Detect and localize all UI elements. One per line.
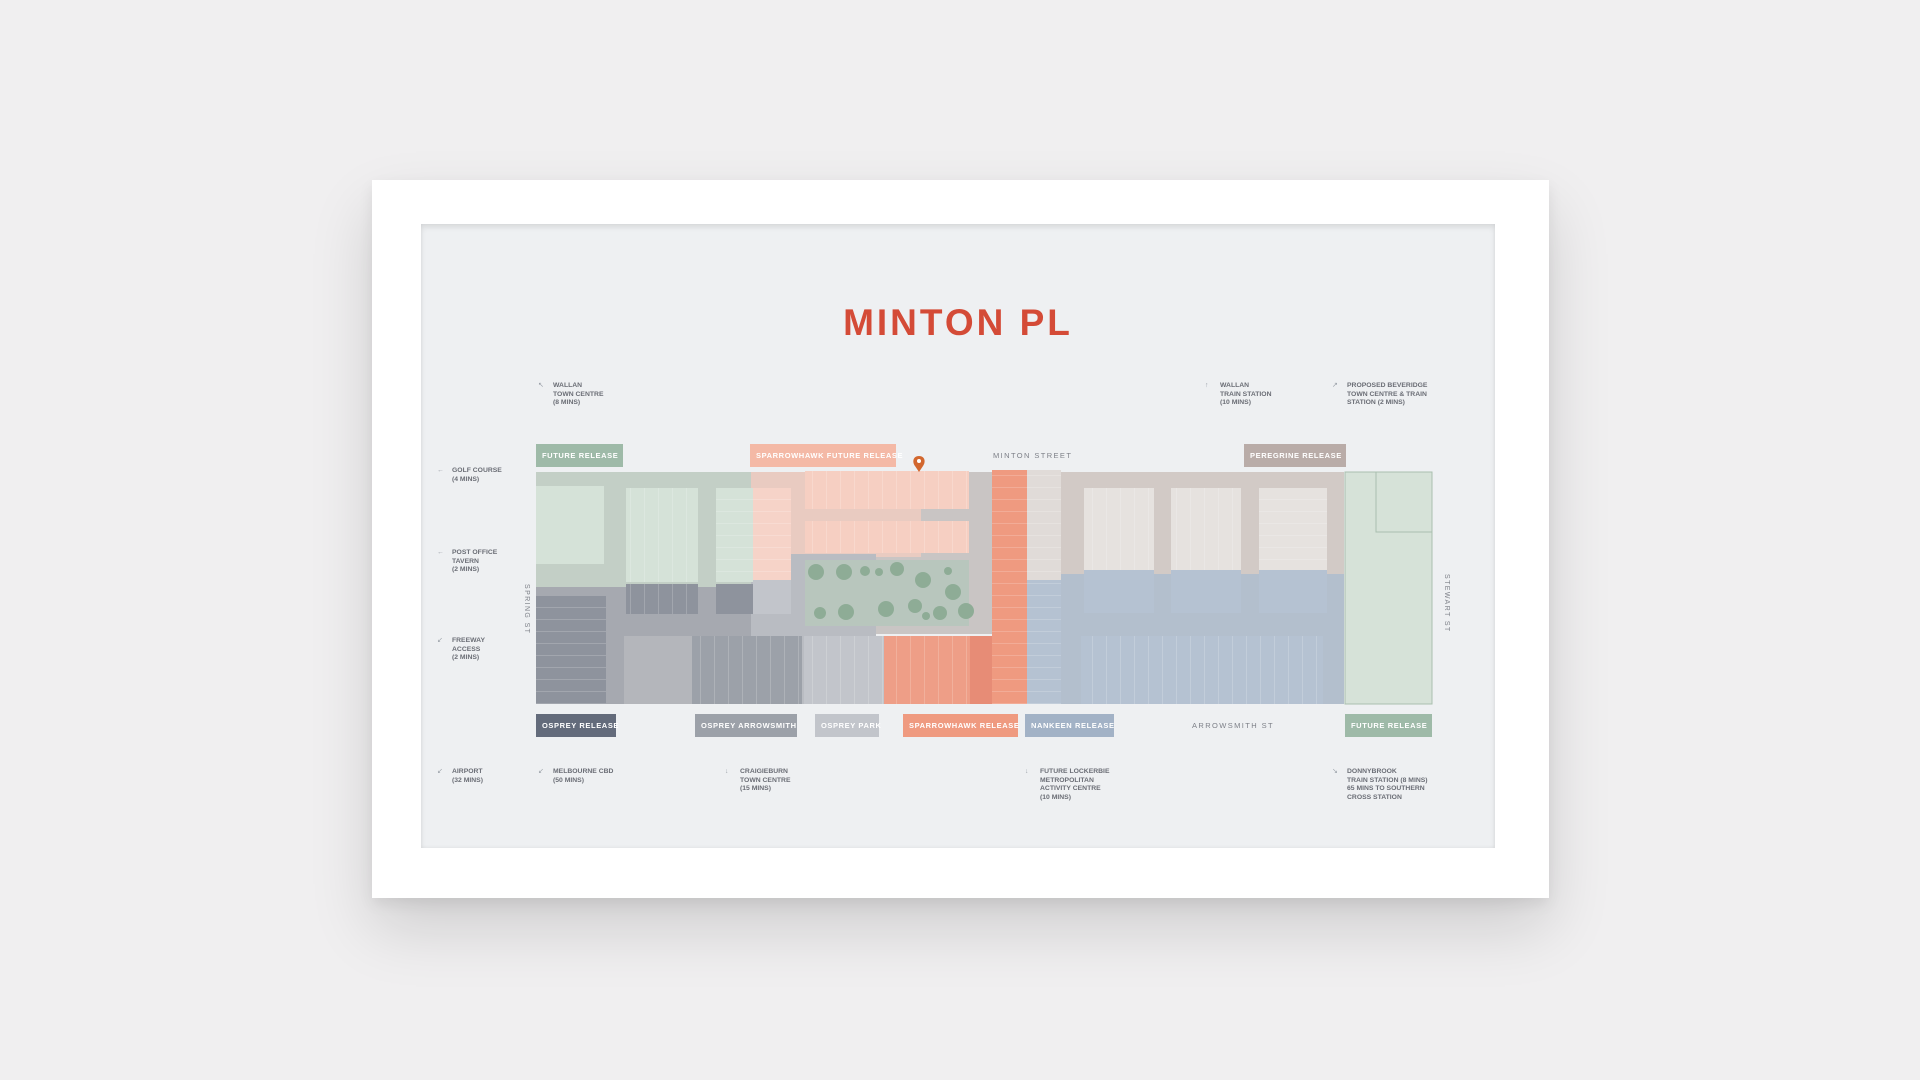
site-plan-mat: MINTON PL FUTURE RELEASE SPARROWHAWK FUT… xyxy=(421,224,1495,848)
arrow-icon: ↑ xyxy=(1205,382,1209,389)
destination-text: FUTURE LOCKERBIE METROPOLITAN ACTIVITY C… xyxy=(1040,768,1110,801)
destination-craigieburn: ↓ CRAIGIEBURN TOWN CENTRE (15 MINS) xyxy=(725,768,790,794)
destination-text: FREEWAY ACCESS (2 MINS) xyxy=(452,637,485,662)
destination-post-office: ← POST OFFICE TAVERN (2 MINS) xyxy=(437,549,497,575)
arrow-icon: ↙ xyxy=(538,768,544,775)
destination-text: CRAIGIEBURN TOWN CENTRE (15 MINS) xyxy=(740,768,791,793)
picture-frame: MINTON PL FUTURE RELEASE SPARROWHAWK FUT… xyxy=(372,180,1549,898)
osprey-release-block xyxy=(716,584,753,614)
destination-melbourne-cbd: ↙ MELBOURNE CBD (50 MINS) xyxy=(538,768,613,785)
arrow-icon: ↘ xyxy=(1332,768,1338,775)
destination-text: WALLAN TRAIN STATION (10 MINS) xyxy=(1220,382,1272,407)
stewart-street-label: STEWART ST xyxy=(1443,574,1450,633)
park-trees xyxy=(808,562,974,620)
arrowsmith-street-label: ARROWSMITH ST xyxy=(1192,721,1274,730)
arrow-icon: ↙ xyxy=(437,768,443,775)
destination-lockerbie: ↓ FUTURE LOCKERBIE METROPOLITAN ACTIVITY… xyxy=(1025,768,1109,802)
destination-donnybrook: ↘ DONNYBROOK TRAIN STATION (8 MINS) 65 M… xyxy=(1332,768,1428,802)
nankeen-release-label[interactable]: NANKEEN RELEASE xyxy=(1025,714,1114,737)
destination-text: MELBOURNE CBD (50 MINS) xyxy=(553,768,614,784)
osprey-arrowsmith-label[interactable]: OSPREY ARROWSMITH xyxy=(695,714,797,737)
nankeen-release-block xyxy=(1084,570,1154,613)
destination-freeway: ↙ FREEWAY ACCESS (2 MINS) xyxy=(437,637,485,663)
destination-beveridge: ↗ PROPOSED BEVERIDGE TOWN CENTRE & TRAIN… xyxy=(1332,382,1427,408)
spring-street-label: SPRING ST xyxy=(523,584,530,635)
peregrine-release-label[interactable]: PEREGRINE RELEASE xyxy=(1244,444,1346,467)
nankeen-release-block xyxy=(1259,570,1327,613)
destination-wallan-train-station: ↑ WALLAN TRAIN STATION (10 MINS) xyxy=(1205,382,1271,408)
destination-airport: ↙ AIRPORT (32 MINS) xyxy=(437,768,483,785)
nankeen-release-block xyxy=(1171,570,1241,613)
future-release-east-block xyxy=(1375,471,1433,533)
sparrowhawk-release-label[interactable]: SPARROWHAWK RELEASE xyxy=(903,714,1019,737)
future-release-east-block xyxy=(1344,471,1433,705)
minton-street-label: MINTON STREET xyxy=(993,451,1073,460)
osprey-release-label[interactable]: OSPREY RELEASE xyxy=(536,714,618,737)
destination-text: WALLAN TOWN CENTRE (8 MINS) xyxy=(553,382,604,407)
arrow-icon: ↖ xyxy=(538,382,544,389)
arrow-icon: ← xyxy=(437,549,444,556)
destination-text: POST OFFICE TAVERN (2 MINS) xyxy=(452,549,498,574)
destination-text: DONNYBROOK TRAIN STATION (8 MINS) 65 MIN… xyxy=(1347,768,1428,801)
osprey-arrowsmith-block xyxy=(624,636,692,704)
destination-golf-course: ← GOLF COURSE (4 MINS) xyxy=(437,467,502,484)
sparrowhawk-release-block xyxy=(970,636,992,704)
masterplan-map xyxy=(536,456,1433,705)
destination-text: AIRPORT (32 MINS) xyxy=(452,768,483,784)
destination-text: PROPOSED BEVERIDGE TOWN CENTRE & TRAIN S… xyxy=(1347,382,1428,407)
arrow-icon: ↙ xyxy=(437,637,443,644)
sparrowhawk-future-release-label[interactable]: SPARROWHAWK FUTURE RELEASE xyxy=(750,444,903,467)
arrow-icon: ← xyxy=(437,467,444,474)
osprey-park-block xyxy=(753,580,791,614)
arrow-icon: ↓ xyxy=(725,768,729,775)
arrow-icon: ↓ xyxy=(1025,768,1029,775)
future-release-east-label[interactable]: FUTURE RELEASE xyxy=(1345,714,1432,737)
logo: MINTON PL xyxy=(843,302,1073,343)
arrow-icon: ↗ xyxy=(1332,382,1338,389)
osprey-park-label[interactable]: OSPREY PARK xyxy=(815,714,881,737)
future-release-block xyxy=(536,486,604,564)
location-pin-icon[interactable] xyxy=(913,456,925,472)
future-release-label[interactable]: FUTURE RELEASE xyxy=(536,444,623,467)
destination-wallan-town-centre: ↖ WALLAN TOWN CENTRE (8 MINS) xyxy=(538,382,603,408)
destination-text: GOLF COURSE (4 MINS) xyxy=(452,467,502,483)
